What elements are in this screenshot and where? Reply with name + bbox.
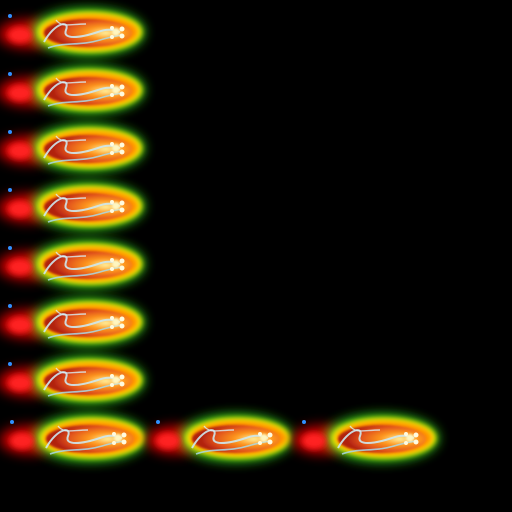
fire-frame [0, 357, 144, 403]
fire-frame [0, 415, 146, 461]
fire-frame [146, 415, 292, 461]
fire-frame [0, 299, 144, 345]
fire-frame [0, 67, 144, 113]
fire-frame [0, 125, 144, 171]
fire-frame [292, 415, 438, 461]
fire-frame [0, 9, 144, 55]
fire-frame [0, 241, 144, 287]
fire-frame [0, 183, 144, 229]
